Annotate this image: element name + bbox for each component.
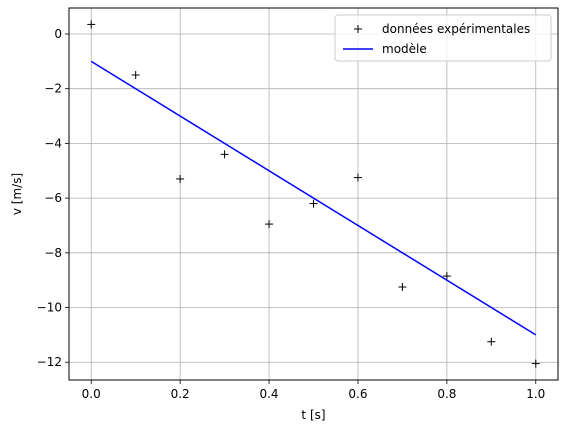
y-tick-label: −2 — [44, 82, 62, 96]
legend-items: données expérimentales modèle — [343, 22, 530, 56]
data-point — [87, 20, 96, 29]
data-point — [265, 220, 274, 229]
data-point — [353, 173, 362, 182]
y-tick-label: −6 — [44, 191, 62, 205]
y-tick-label: −4 — [44, 136, 62, 150]
y-tick-label: 0 — [54, 27, 62, 41]
legend: données expérimentales modèle — [334, 14, 552, 62]
x-tick-label: 0.8 — [437, 387, 456, 401]
data-point — [220, 150, 229, 159]
x-tick-label: 0.6 — [348, 387, 367, 401]
data-point — [531, 359, 540, 368]
data-point — [442, 272, 451, 281]
grid — [69, 8, 558, 380]
y-axis-label: v [m/s] — [10, 173, 24, 215]
data-point — [487, 337, 496, 346]
legend-label: modèle — [382, 42, 427, 56]
x-tick-label: 0.0 — [82, 387, 101, 401]
y-tick-label: −10 — [37, 301, 62, 315]
data-point — [131, 71, 140, 80]
plot-frame — [68, 7, 559, 381]
legend-label: données expérimentales — [382, 22, 530, 36]
data-point — [309, 199, 318, 208]
data-point — [176, 174, 185, 183]
x-tick-label: 0.4 — [259, 387, 278, 401]
legend-box — [334, 14, 552, 62]
model-line — [90, 60, 537, 336]
legend-entry: modèle — [343, 42, 427, 56]
legend-entry: données expérimentales — [354, 22, 530, 36]
series-layer — [87, 20, 540, 368]
x-axis-label: t [s] — [301, 408, 325, 422]
data-point — [398, 283, 407, 291]
y-tick-label: −8 — [44, 246, 62, 260]
x-axis-ticks: 0.0 0.2 0.4 0.6 0.8 1.0 — [82, 380, 545, 401]
y-tick-label: −12 — [37, 355, 62, 369]
y-axis-ticks: 0 −2 −4 −6 −8 −10 −12 — [37, 27, 69, 369]
x-tick-label: 1.0 — [526, 387, 545, 401]
x-tick-label: 0.2 — [171, 387, 190, 401]
